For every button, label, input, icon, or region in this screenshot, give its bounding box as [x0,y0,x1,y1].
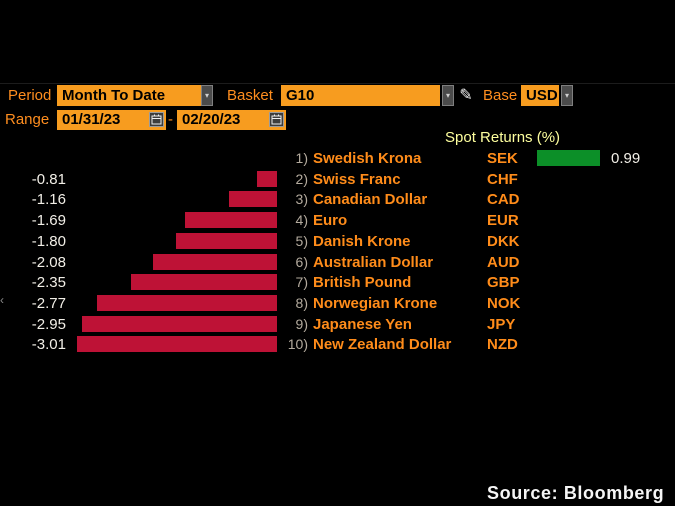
chart-row[interactable]: -1.16 3) Canadian Dollar CAD [0,189,675,210]
chevron-down-icon: ▾ [564,91,569,100]
calendar-icon[interactable] [149,112,164,127]
base-label: Base [483,87,518,104]
row-currency-ticker: CHF [487,171,518,188]
row-rank: 10) [287,336,308,352]
row-value-label: -0.81 [31,171,66,188]
row-rank: 9) [295,316,308,332]
chart-settings-toolbar: Period Month To Date ▾ Basket G10 ▾ ✎ Ba… [0,83,675,131]
range-separator: - [168,111,173,128]
chart-row[interactable]: 0.99 1) Swedish Krona SEK [0,148,675,169]
row-rank: 3) [295,191,308,207]
row-currency-name: Australian Dollar [313,254,434,271]
row-currency-name: Japanese Yen [313,316,412,333]
row-currency-ticker: NOK [487,295,521,312]
chart-row[interactable]: -2.08 6) Australian Dollar AUD [0,252,675,273]
chart-row[interactable]: -2.77 8) Norwegian Krone NOK [0,293,675,314]
range-label: Range [5,111,50,128]
row-rank: 8) [295,295,308,311]
row-rank: 7) [295,274,308,290]
chart-row[interactable]: -3.01 10) New Zealand Dollar NZD [0,334,675,355]
row-value-label: -1.80 [31,233,66,250]
negative-return-bar [131,274,277,290]
row-currency-ticker: AUD [487,254,520,271]
negative-return-bar [153,254,277,270]
row-value-label: -2.35 [31,274,66,291]
row-currency-ticker: GBP [487,274,520,291]
row-value-label: -3.01 [31,336,66,353]
row-currency-ticker: EUR [487,212,519,229]
base-dropdown-button[interactable]: ▾ [561,85,573,106]
calendar-glyph [151,114,162,125]
row-value-label: -2.77 [31,295,66,312]
row-rank: 1) [295,150,308,166]
row-value-label: -1.69 [31,212,66,229]
row-value-label: -2.95 [31,316,66,333]
period-select[interactable]: Month To Date [57,85,201,106]
negative-return-bar [229,191,277,207]
row-currency-ticker: SEK [487,150,518,167]
basket-dropdown-button[interactable]: ▾ [442,85,454,106]
chart-row[interactable]: -2.95 9) Japanese Yen JPY [0,314,675,335]
row-currency-ticker: DKK [487,233,520,250]
source-credit: Source: Bloomberg [487,483,665,503]
chart-row[interactable]: -0.81 2) Swiss Franc CHF [0,169,675,190]
positive-return-bar [537,150,600,166]
range-end-input[interactable]: 02/20/23 [177,110,286,130]
row-rank: 2) [295,171,308,187]
calendar-icon[interactable] [269,112,284,127]
basket-label: Basket [227,87,273,104]
row-value-label: -2.08 [31,254,66,271]
row-currency-ticker: NZD [487,336,518,353]
negative-return-bar [97,295,277,311]
row-currency-ticker: CAD [487,191,520,208]
row-value-label: 0.99 [611,150,641,167]
negative-return-bar [176,233,277,249]
row-rank: 5) [295,233,308,249]
row-currency-name: British Pound [313,274,412,291]
row-currency-name: Swedish Krona [313,150,422,167]
negative-return-bar [82,316,277,332]
chart-title: Spot Returns (%) [445,129,561,146]
left-edge-chevron-icon: ‹ [0,293,4,307]
basket-select[interactable]: G10 [281,85,440,106]
edit-basket-pencil-icon[interactable]: ✎ [459,87,473,104]
negative-return-bar [185,212,277,228]
row-currency-name: Euro [313,212,348,229]
range-end-value: 02/20/23 [182,111,241,128]
row-currency-name: New Zealand Dollar [313,336,452,353]
row-currency-name: Norwegian Krone [313,295,438,312]
period-dropdown-button[interactable]: ▾ [201,85,213,106]
row-value-label: -1.16 [31,191,66,208]
calendar-glyph [271,114,282,125]
chevron-down-icon: ▾ [445,91,450,100]
chart-row[interactable]: -2.35 7) British Pound GBP [0,272,675,293]
negative-return-bar [257,171,277,187]
row-currency-name: Swiss Franc [313,171,401,188]
period-label: Period [8,87,52,104]
range-start-value: 01/31/23 [62,111,121,128]
negative-return-bar [77,336,277,352]
range-start-input[interactable]: 01/31/23 [57,110,166,130]
row-currency-name: Canadian Dollar [313,191,428,208]
chart-row[interactable]: -1.80 5) Danish Krone DKK [0,231,675,252]
row-currency-ticker: JPY [487,316,516,333]
row-rank: 4) [295,212,308,228]
base-currency-select[interactable]: USD [521,85,559,106]
row-currency-name: Danish Krone [313,233,411,250]
chevron-down-icon: ▾ [204,91,209,100]
chart-row[interactable]: -1.69 4) Euro EUR [0,210,675,231]
row-rank: 6) [295,254,308,270]
